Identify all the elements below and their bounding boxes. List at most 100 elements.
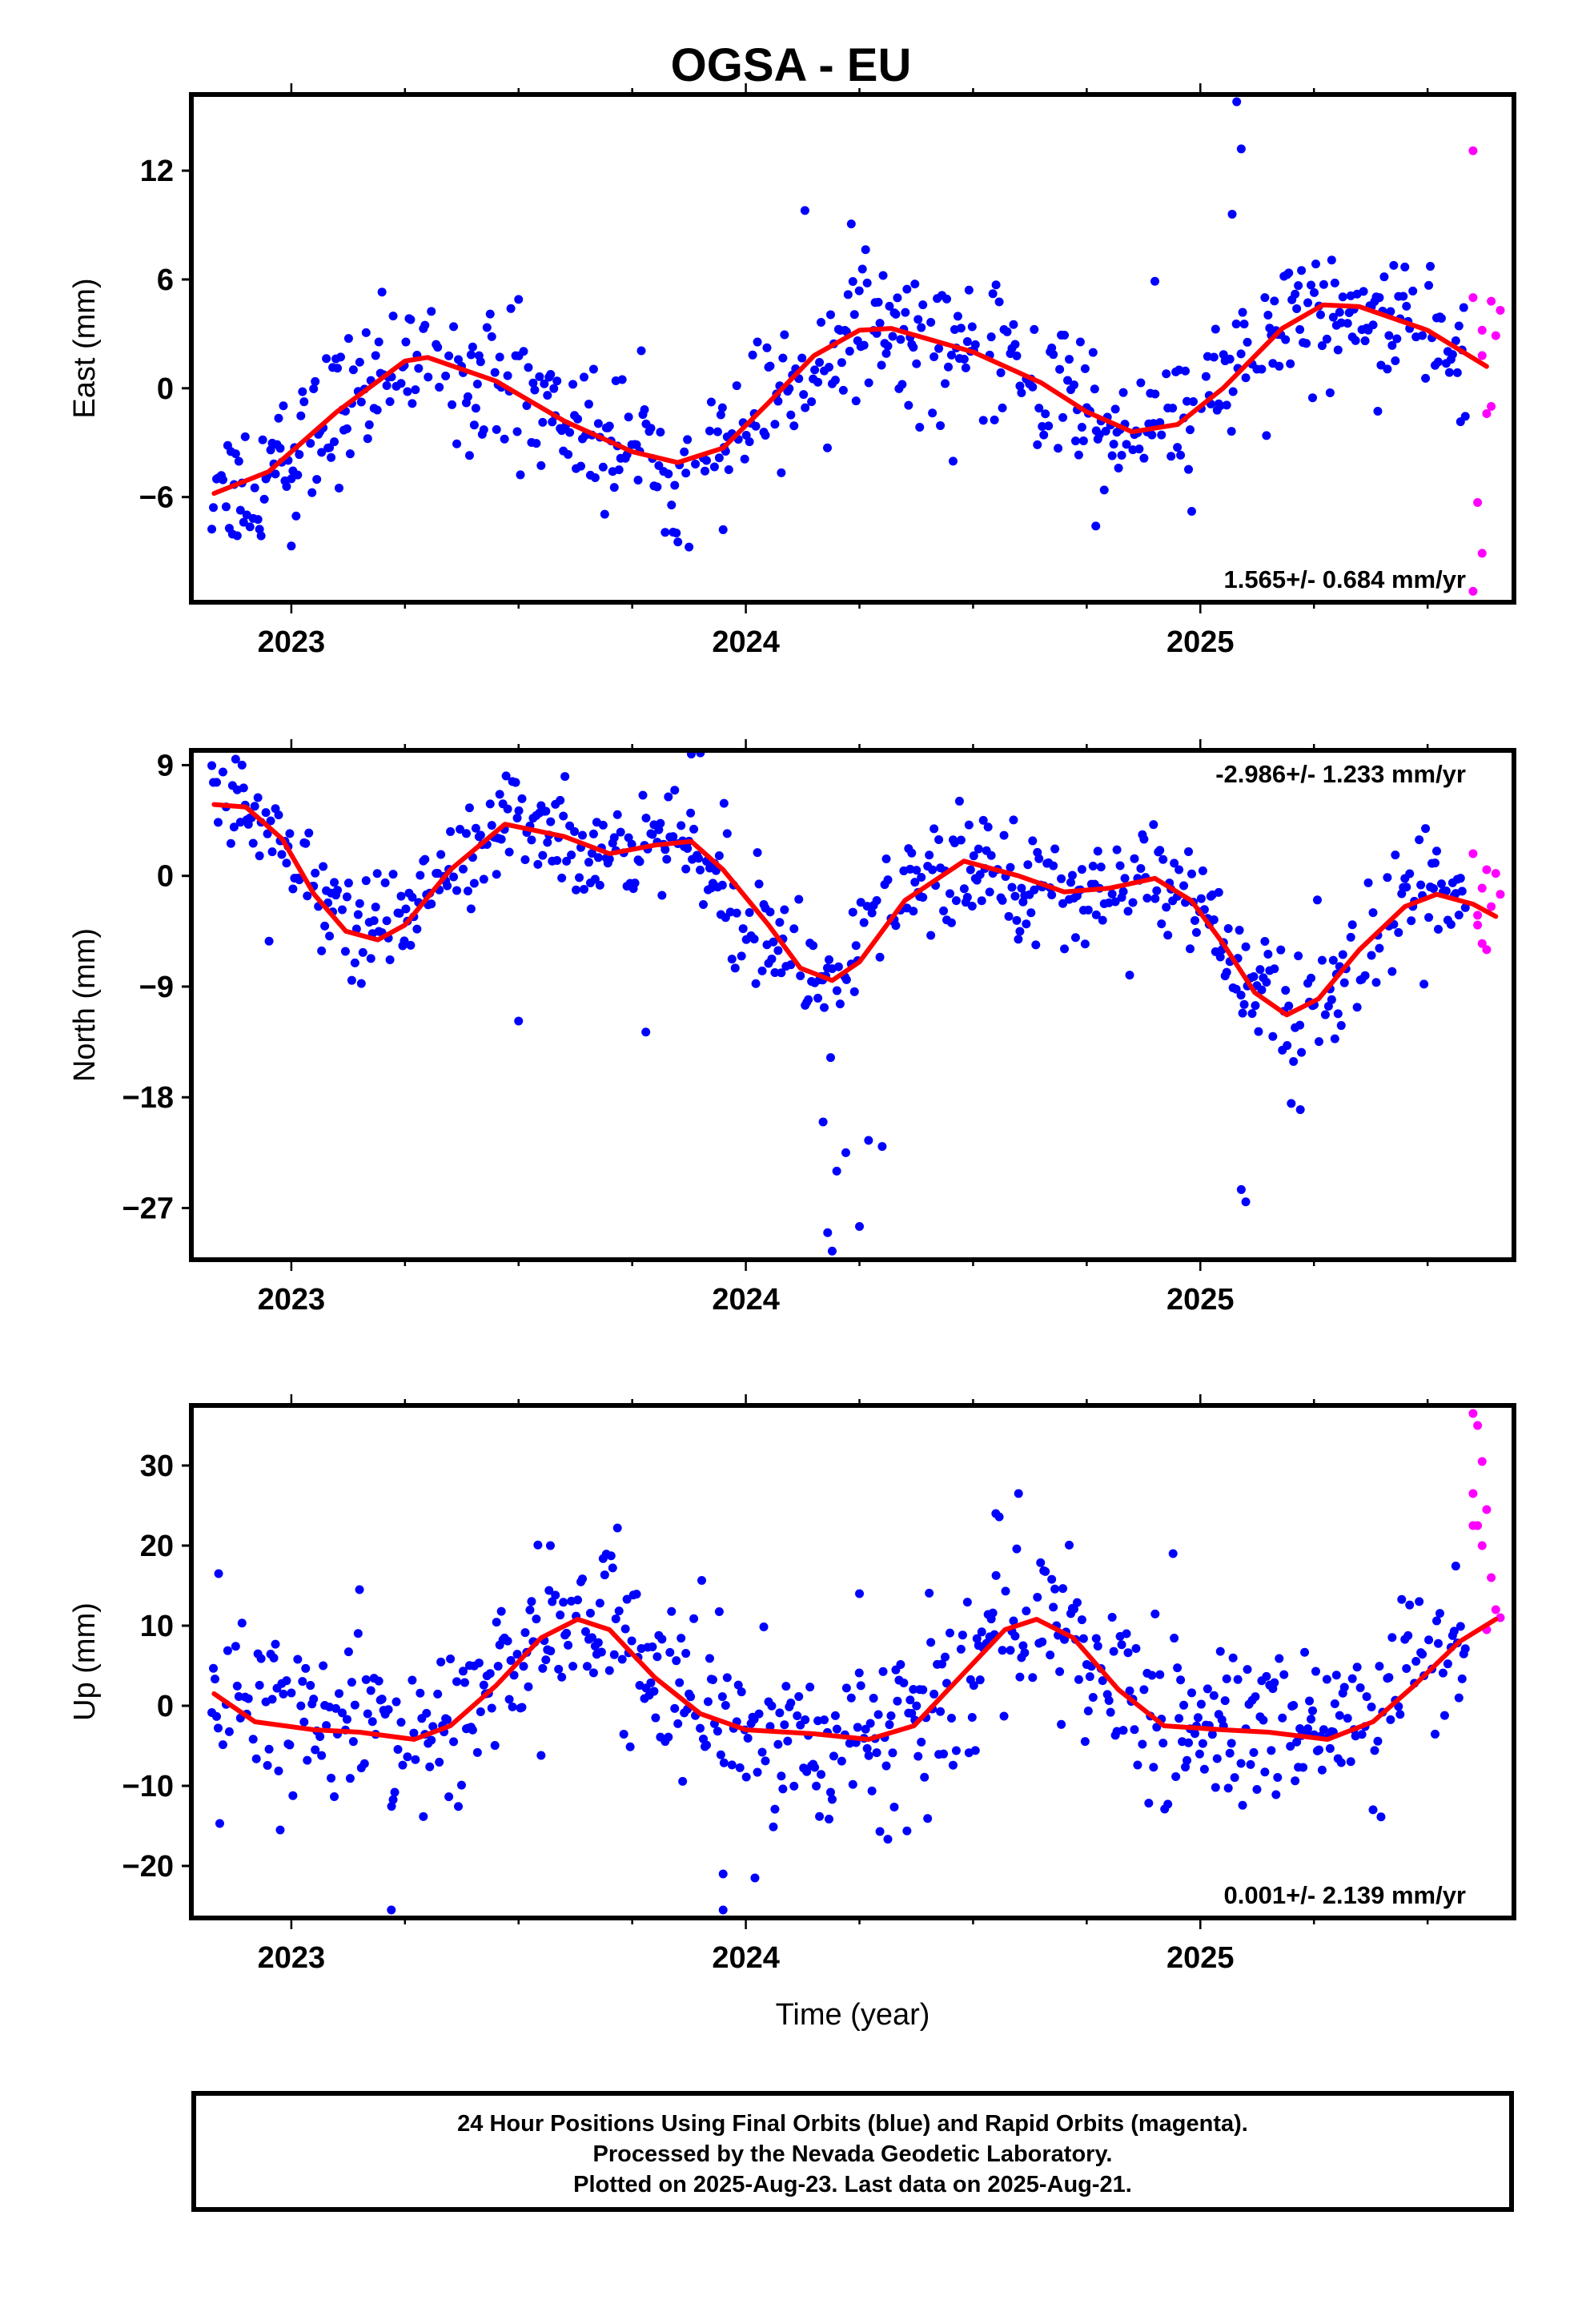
final-orbit-point: [1444, 368, 1454, 377]
final-orbit-point: [875, 952, 885, 962]
final-orbit-point: [552, 376, 562, 386]
final-orbit-point: [296, 1701, 306, 1711]
final-orbit-point: [1343, 319, 1352, 328]
final-orbit-point: [681, 1649, 691, 1659]
final-orbit-point: [727, 1760, 737, 1770]
final-orbit-point: [1227, 1739, 1236, 1748]
final-orbit-point: [342, 1715, 351, 1724]
final-orbit-point: [1315, 310, 1325, 320]
final-orbit-point: [888, 1748, 897, 1758]
final-orbit-point: [1077, 1615, 1086, 1625]
final-orbit-point: [1327, 255, 1336, 265]
final-orbit-point: [554, 1664, 564, 1674]
final-orbit-point: [1333, 345, 1343, 355]
final-orbit-point: [1198, 1739, 1207, 1748]
final-orbit-point: [1379, 272, 1389, 282]
final-orbit-point: [288, 1791, 298, 1800]
final-orbit-point: [1452, 368, 1462, 377]
final-orbit-point: [1438, 1668, 1447, 1678]
final-orbit-point: [1152, 1723, 1162, 1732]
final-orbit-point: [1429, 883, 1439, 893]
final-orbit-point: [1255, 965, 1265, 975]
final-orbit-point: [1047, 890, 1057, 899]
final-orbit-point: [915, 422, 925, 432]
final-orbit-point: [939, 906, 949, 915]
final-orbit-point: [777, 468, 786, 477]
final-orbit-point: [886, 1711, 896, 1720]
final-orbit-point: [387, 1905, 396, 1915]
final-orbit-point: [1162, 369, 1171, 379]
final-orbit-point: [449, 1737, 459, 1747]
rapid-orbit-point: [1477, 939, 1487, 948]
final-orbit-point: [713, 1727, 722, 1736]
final-orbit-point: [356, 397, 366, 407]
final-orbit-point: [633, 476, 643, 485]
final-orbit-point: [466, 904, 476, 914]
x-tick-label: 2023: [258, 1283, 326, 1317]
final-orbit-point: [1387, 1633, 1397, 1642]
final-orbit-point: [573, 414, 583, 424]
final-orbit-point: [414, 364, 424, 373]
final-orbit-point: [889, 1802, 899, 1811]
final-orbit-point: [1114, 464, 1123, 473]
y-tick-label: −6: [139, 481, 174, 515]
final-orbit-point: [322, 354, 331, 364]
final-orbit-point: [1283, 1041, 1292, 1051]
final-orbit-point: [820, 1003, 829, 1012]
final-orbit-point: [361, 328, 371, 337]
final-orbit-point: [999, 1711, 1009, 1721]
final-orbit-point: [235, 505, 245, 515]
final-orbit-point: [709, 462, 719, 472]
final-orbit-point: [708, 1675, 717, 1684]
final-orbit-point: [735, 1763, 745, 1772]
final-orbit-point: [1109, 1647, 1118, 1656]
final-orbit-point: [1041, 409, 1050, 419]
final-orbit-point: [1295, 1105, 1305, 1115]
final-orbit-point: [1070, 436, 1080, 446]
final-orbit-point: [1090, 384, 1099, 394]
final-orbit-point: [686, 808, 696, 818]
final-orbit-point: [853, 1723, 862, 1732]
final-orbit-point: [263, 829, 272, 838]
data-points: [207, 750, 1505, 1256]
final-orbit-point: [1225, 354, 1235, 364]
final-orbit-point: [1077, 865, 1086, 875]
rapid-orbit-point: [1487, 902, 1496, 911]
final-orbit-point: [1020, 1648, 1030, 1658]
final-orbit-point: [953, 312, 962, 321]
final-orbit-point: [1317, 341, 1327, 351]
final-orbit-point: [1072, 1598, 1082, 1607]
footer-line-3: Plotted on 2025-Aug-23. Last data on 202…: [573, 2172, 1132, 2197]
final-orbit-point: [718, 525, 728, 534]
final-orbit-point: [441, 371, 451, 380]
final-orbit-point: [1101, 426, 1110, 436]
final-orbit-point: [1063, 376, 1073, 385]
final-orbit-point: [648, 1642, 657, 1651]
final-orbit-point: [875, 1827, 885, 1836]
final-orbit-point: [1352, 1003, 1362, 1012]
final-orbit-point: [317, 448, 327, 457]
final-orbit-point: [479, 875, 488, 884]
final-orbit-point: [1044, 421, 1054, 431]
final-orbit-point: [767, 1701, 777, 1711]
final-orbit-point: [959, 884, 969, 894]
final-orbit-point: [549, 384, 559, 393]
final-orbit-point: [1050, 844, 1060, 854]
final-orbit-point: [525, 1605, 535, 1614]
final-orbit-point: [295, 450, 304, 460]
final-orbit-point: [258, 435, 267, 444]
final-orbit-point: [824, 1815, 833, 1824]
final-orbit-point: [1303, 298, 1313, 308]
final-orbit-point: [322, 1721, 331, 1731]
final-orbit-point: [822, 443, 832, 452]
final-orbit-point: [282, 482, 291, 492]
final-orbit-point: [773, 946, 783, 955]
final-orbit-point: [1308, 1706, 1318, 1715]
final-orbit-point: [872, 895, 881, 905]
final-orbit-point: [1004, 911, 1014, 921]
final-orbit-point: [1176, 450, 1186, 460]
final-orbit-point: [1297, 1047, 1307, 1057]
plot-frame: [189, 1403, 1516, 1920]
final-orbit-point: [966, 865, 975, 875]
final-orbit-point: [1207, 1730, 1217, 1739]
